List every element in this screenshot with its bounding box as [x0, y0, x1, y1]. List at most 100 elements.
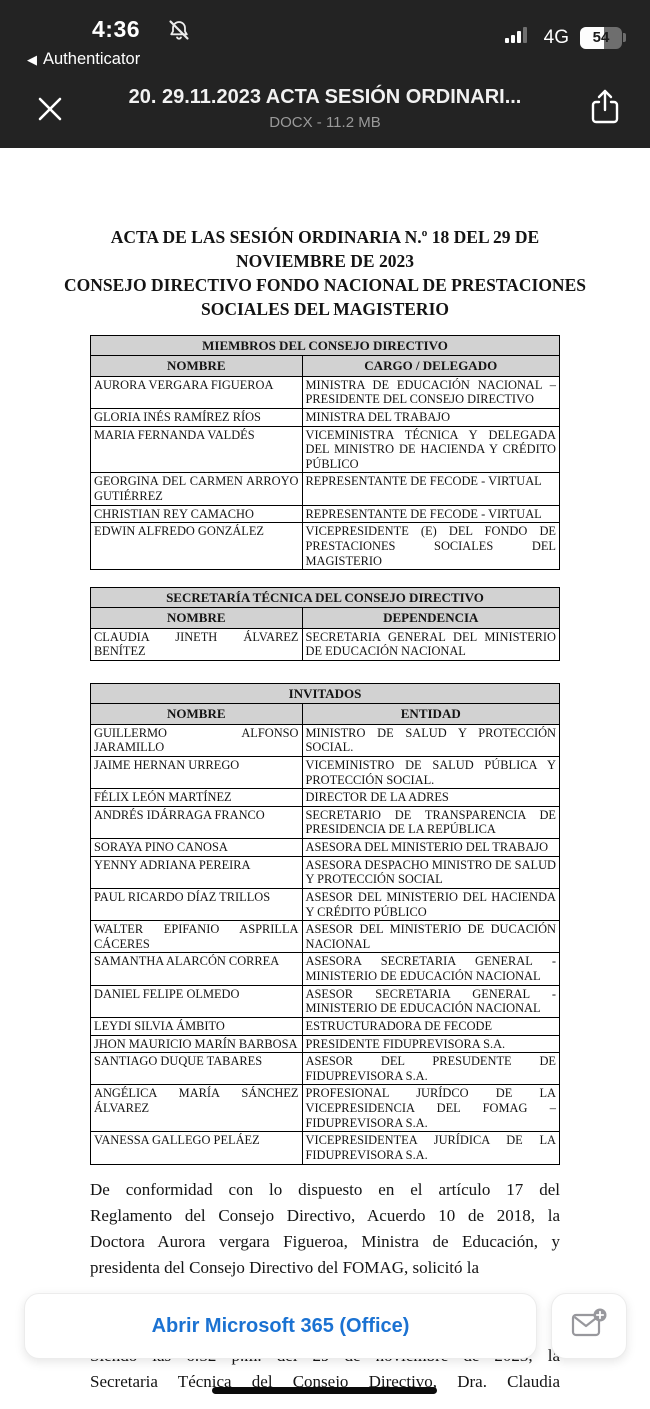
back-to-authenticator-link[interactable]: ◀ Authenticator [27, 50, 140, 69]
top-bar: 4:36 ◀ Authenticator 4G [0, 0, 650, 148]
table-cell: CHRISTIAN REY CAMACHO [90, 504, 303, 524]
table-header-row: NOMBRE CARGO / DELEGADO [90, 355, 561, 377]
members-table: MIEMBROS DEL CONSEJO DIRECTIVO NOMBRE CARG… [90, 334, 561, 571]
table-row: ANGÉLICA MARÍA SÁNCHEZ ÁLVAREZ PROFESIONA… [90, 1084, 560, 1133]
table-row: EDWIN ALFREDO GONZÁLEZ VICEPRESIDENTE (E)… [90, 522, 561, 571]
table-title: MIEMBROS DEL CONSEJO DIRECTIVO [90, 334, 560, 357]
table-row: CHRISTIAN REY CAMACHO REPRESENTANTE DE FE… [90, 504, 561, 524]
back-app-label: Authenticator [43, 50, 141, 68]
table-title: INVITADOS [90, 683, 560, 705]
table-cell: GEORGINA DEL CARMEN ARROYO GUTIÉRREZ [90, 472, 303, 506]
paragraph-line: Reglamento del Consejo Directivo, Acuerd… [90, 1205, 560, 1225]
table-cell: FÉLIX LEÓN MARTÍNEZ [90, 788, 303, 807]
table-cell: MARIA FERNANDA VALDÉS [90, 425, 303, 474]
table-cell: PAUL RICARDO DÍAZ TRILLOS [90, 887, 303, 922]
table-cell: AURORA VERGARA FIGUEROA [90, 375, 303, 409]
table-row: SAMANTHA ALARCÓN CORREA ASESORA SECRETARI… [90, 952, 560, 986]
table-cell: SANTIAGO DUQUE TABARES [90, 1052, 303, 1086]
back-arrow-icon: ◀ [27, 51, 37, 67]
table-cell: DIRECTOR DE LA ADRES [301, 788, 560, 807]
table-cell: MINISTRA DEL TRABAJO [301, 407, 561, 427]
network-type-label: 4G [543, 26, 569, 48]
share-icon [588, 89, 622, 131]
table-cell: PRESIDENTE FIDUPREVISORA S.A. [301, 1034, 560, 1054]
table-row: FÉLIX LEÓN MARTÍNEZ DIRECTOR DE LA ADRES [90, 788, 560, 807]
file-title: 20. 29.11.2023 ACTA SESIÓN ORDINARI... [128, 86, 522, 108]
table-cell: REPRESENTANTE DE FECODE - VIRTUAL [301, 472, 561, 506]
table-cell: JAIME HERNAN URREGO [90, 755, 303, 790]
table-cell: ASESOR DEL PRESUDENTE DE FIDUPREVISORA S… [301, 1052, 560, 1086]
table-cell: VICEPRESIDENTE (E) DEL FONDO DE PRESTACI… [301, 522, 561, 571]
mail-share-button[interactable] [551, 1293, 627, 1359]
table-cell: ASESORA DESPACHO MINISTRO DE SALUD Y PRO… [301, 855, 560, 889]
table-row: JAIME HERNAN URREGO VICEMINISTRO DE SALUD… [90, 755, 560, 790]
table-cell: YENNY ADRIANA PEREIRA [90, 855, 303, 889]
table-title-row: MIEMBROS DEL CONSEJO DIRECTIVO [90, 334, 560, 357]
paragraph-line: Secretaria Técnica del Consejo Directivo… [90, 1371, 560, 1391]
table-cell: SECRETARIA GENERAL DEL MINISTERIO DE EDU… [301, 627, 560, 662]
table-cell: WALTER EPIFANIO ASPRILLA CÁCERES [90, 920, 303, 954]
table-cell: ASESORA DEL MINISTERIO DEL TRABAJO [301, 838, 560, 857]
table-row: WALTER EPIFANIO ASPRILLA CÁCERES ASESOR D… [90, 920, 560, 954]
open-office-button[interactable]: Abrir Microsoft 365 (Office) [24, 1293, 537, 1359]
table-cell: REPRESENTANTE DE FECODE - VIRTUAL [301, 504, 561, 524]
file-meta: DOCX - 11.2 MB [269, 114, 381, 131]
column-header: DEPENDENCIA [301, 607, 560, 629]
table-cell: MINISTRO DE SALUD Y PROTECCIÓN SOCIAL. [301, 723, 560, 757]
paragraph-line: De conformidad con lo dispuesto en el ar… [90, 1179, 560, 1199]
table-row: GLORIA INÉS RAMÍREZ RÍOS MINISTRA DEL TRA… [90, 407, 561, 427]
battery-indicator: 54 [580, 26, 626, 49]
share-button[interactable] [584, 86, 626, 132]
table-row: GEORGINA DEL CARMEN ARROYO GUTIÉRREZ REPR… [90, 472, 561, 506]
table-row: VANESSA GALLEGO PELÁEZ VICEPRESIDENTEA JU… [90, 1131, 560, 1165]
battery-nub [623, 33, 626, 42]
table-title: SECRETARÍA TÉCNICA DEL CONSEJO DIRECTIVO [90, 587, 560, 609]
table-title-row: INVITADOS [90, 683, 560, 705]
table-cell: SECRETARIO DE TRANSPARENCIA DE PRESIDENC… [301, 805, 560, 840]
table-cell: GUILLERMO ALFONSO JARAMILLO [90, 723, 303, 757]
table-cell: ANGÉLICA MARÍA SÁNCHEZ ÁLVAREZ [90, 1084, 303, 1133]
table-cell: ASESORA SECRETARIA GENERAL - MINISTERIO … [301, 952, 560, 986]
table-cell: CLAUDIA JINETH ÁLVAREZ BENÍTEZ [90, 627, 303, 662]
table-cell: ANDRÉS IDÁRRAGA FRANCO [90, 805, 303, 840]
table-cell: EDWIN ALFREDO GONZÁLEZ [90, 522, 303, 571]
table-cell: JHON MAURICIO MARÍN BARBOSA [90, 1034, 303, 1054]
table-cell: ASESOR DEL MINISTERIO DEL HACIENDA Y CRÉ… [301, 887, 560, 922]
close-icon [33, 97, 67, 129]
technical-secretary-table: SECRETARÍA TÉCNICA DEL CONSEJO DIRECTIVO… [90, 587, 560, 662]
table-row: CLAUDIA JINETH ÁLVAREZ BENÍTEZ SECRETARIA… [90, 627, 560, 662]
table-cell: VICEMINISTRA TÉCNICA Y DELEGADA DEL MINI… [301, 425, 561, 474]
table-row: LEYDI SILVIA ÁMBITO ESTRUCTURADORA DE FEC… [90, 1016, 560, 1036]
table-row: ANDRÉS IDÁRRAGA FRANCO SECRETARIO DE TRAN… [90, 805, 560, 840]
column-header: ENTIDAD [301, 703, 560, 725]
table-cell: LEYDI SILVIA ÁMBITO [90, 1016, 303, 1036]
table-cell: MINISTRA DE EDUCACIÓN NACIONAL – PRESIDE… [301, 375, 561, 409]
table-row: DANIEL FELIPE OLMEDO ASESOR SECRETARIA GE… [90, 984, 560, 1018]
table-row: YENNY ADRIANA PEREIRA ASESORA DESPACHO MI… [90, 855, 560, 889]
guests-table: INVITADOS NOMBRE ENTIDAD GUILLERMO ALFONSO … [90, 683, 560, 1165]
table-cell: VANESSA GALLEGO PELÁEZ [90, 1131, 303, 1165]
paragraph-line: Doctora Aurora vergara Figueroa, Ministr… [90, 1231, 560, 1251]
paragraph-1: De conformidad con lo dispuesto en el ar… [90, 1177, 560, 1281]
table-cell: ESTRUCTURADORA DE FECODE [301, 1016, 560, 1036]
table-cell: ASESOR SECRETARIA GENERAL - MINISTERIO D… [301, 984, 560, 1018]
table-cell: SAMANTHA ALARCÓN CORREA [90, 952, 303, 986]
status-bar: 4:36 ◀ Authenticator 4G [0, 0, 650, 68]
paragraph-line: presidenta del Consejo Directivo del FOM… [90, 1257, 480, 1277]
table-row: JHON MAURICIO MARÍN BARBOSA PRESIDENTE FI… [90, 1034, 560, 1054]
document-title-line: NOVIEMBRE DE 2023 [236, 251, 414, 271]
table-cell: ASESOR DEL MINISTERIO DE DUCACIÓN NACION… [301, 920, 560, 954]
table-cell: DANIEL FELIPE OLMEDO [90, 984, 303, 1018]
table-header-row: NOMBRE ENTIDAD [90, 703, 560, 725]
table-row: SORAYA PINO CANOSA ASESORA DEL MINISTERIO… [90, 838, 560, 857]
close-button[interactable] [30, 90, 70, 130]
table-cell: VICEPRESIDENTEA JURÍDICA DE LA FIDUPREVI… [301, 1131, 560, 1165]
document-viewer-header: 20. 29.11.2023 ACTA SESIÓN ORDINARI... D… [0, 80, 650, 148]
table-cell: GLORIA INÉS RAMÍREZ RÍOS [90, 407, 303, 427]
cellular-signal-icon [504, 26, 533, 49]
column-header: NOMBRE [90, 607, 303, 629]
table-row: AURORA VERGARA FIGUEROA MINISTRA DE EDUCA… [90, 375, 561, 409]
notifications-muted-icon [167, 18, 191, 47]
home-indicator[interactable] [212, 1387, 437, 1394]
